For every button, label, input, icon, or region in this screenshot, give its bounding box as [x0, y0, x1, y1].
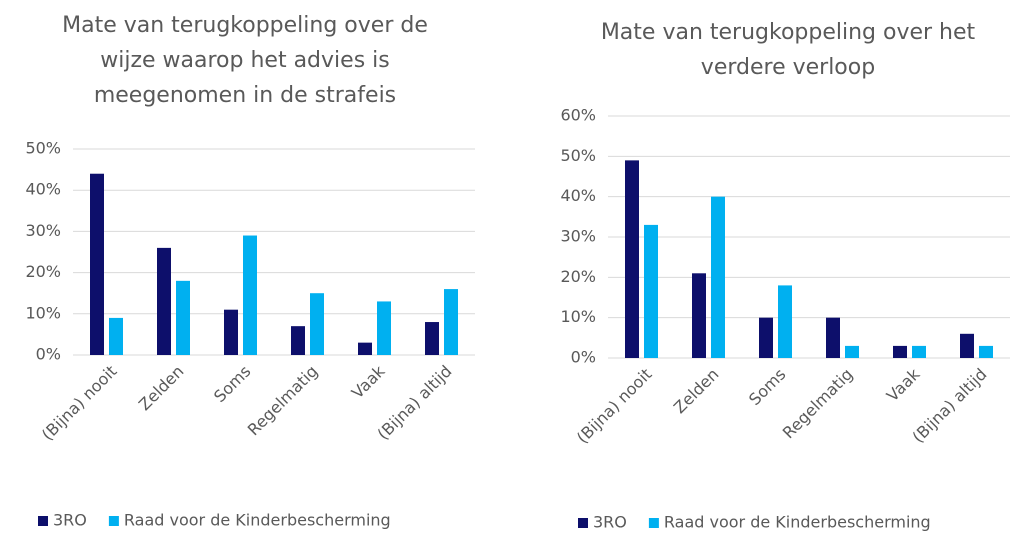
x-tick-label: Zelden	[135, 362, 188, 415]
x-tick-label: Regelmatig	[779, 365, 857, 443]
bar	[243, 235, 257, 355]
y-tick-label: 0%	[36, 345, 61, 364]
x-tick-label: Zelden	[670, 365, 723, 418]
legend-label: Raad voor de Kinderbescherming	[124, 511, 391, 530]
bar	[692, 273, 706, 358]
bar	[778, 285, 792, 358]
legend-swatch	[578, 518, 588, 528]
y-tick-label: 0%	[571, 348, 596, 367]
y-tick-label: 20%	[25, 262, 61, 281]
bar	[310, 293, 324, 355]
y-tick-label: 60%	[560, 106, 596, 125]
bar	[826, 317, 840, 358]
legend-swatch	[38, 516, 48, 526]
y-tick-label: 20%	[560, 267, 596, 286]
bar	[291, 326, 305, 355]
legend-label: Raad voor de Kinderbescherming	[664, 513, 931, 532]
bar	[711, 196, 725, 358]
x-tick-label: Vaak	[348, 361, 389, 402]
x-tick-label: Soms	[745, 365, 789, 409]
bar	[358, 342, 372, 355]
bar	[90, 173, 104, 355]
bar	[979, 345, 993, 358]
bar	[444, 289, 458, 355]
y-tick-label: 50%	[25, 139, 61, 158]
bar	[625, 160, 639, 358]
bar	[759, 317, 773, 358]
legend-label: 3RO	[593, 513, 627, 532]
bar	[109, 317, 123, 355]
y-tick-label: 30%	[25, 221, 61, 240]
legend-label: 3RO	[53, 511, 87, 530]
bar	[893, 345, 907, 358]
bar	[912, 345, 926, 358]
x-tick-label: Soms	[210, 362, 254, 406]
bar	[425, 322, 439, 355]
x-tick-label: (Bijna) nooit	[573, 365, 656, 448]
bar	[224, 309, 238, 355]
y-tick-label: 40%	[560, 186, 596, 205]
bar	[845, 345, 859, 358]
y-tick-label: 50%	[560, 146, 596, 165]
y-tick-label: 10%	[25, 303, 61, 322]
legend-swatch	[108, 516, 119, 526]
bar	[960, 333, 974, 358]
bar	[176, 280, 190, 355]
x-tick-label: (Bijna) nooit	[38, 362, 121, 445]
y-tick-label: 30%	[560, 227, 596, 246]
legend-swatch	[648, 518, 659, 528]
chart-title: Mate van terugkoppeling over het verdere…	[600, 20, 976, 80]
bar	[644, 224, 658, 358]
x-tick-label: Regelmatig	[244, 362, 322, 440]
bar	[157, 247, 171, 355]
y-tick-label: 10%	[560, 307, 596, 326]
x-tick-label: Vaak	[883, 364, 924, 405]
y-tick-label: 40%	[25, 180, 61, 199]
chart-title: Mate van terugkoppeling over de wijze wa…	[62, 13, 428, 108]
bar	[377, 301, 391, 355]
